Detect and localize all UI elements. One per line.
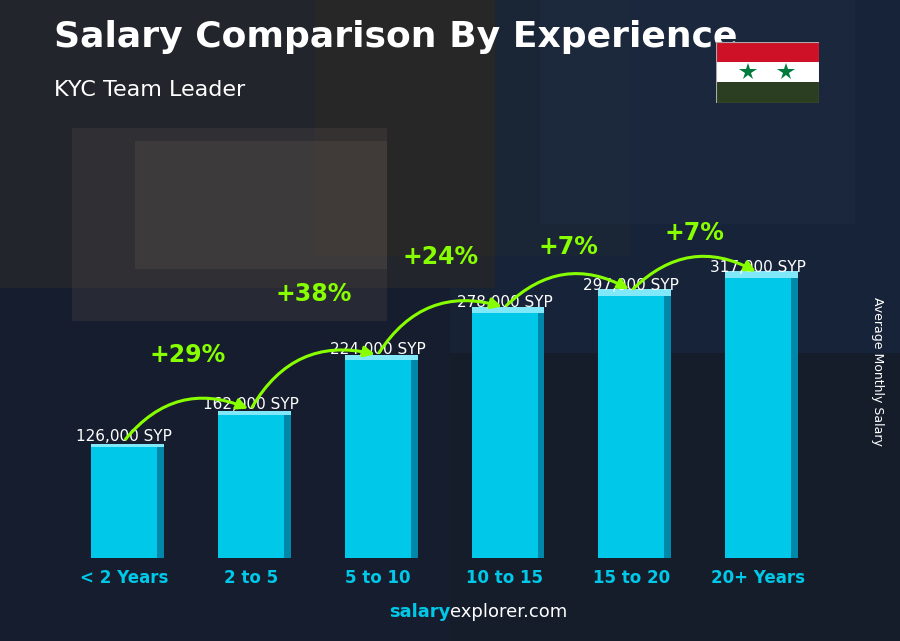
Bar xyxy=(91,444,164,447)
Bar xyxy=(472,306,544,313)
Bar xyxy=(284,415,291,558)
Text: +38%: +38% xyxy=(276,281,352,306)
Text: 162,000 SYP: 162,000 SYP xyxy=(202,397,299,412)
Text: 126,000 SYP: 126,000 SYP xyxy=(76,429,172,444)
Text: 224,000 SYP: 224,000 SYP xyxy=(329,342,426,358)
Text: salary: salary xyxy=(389,603,450,621)
Bar xyxy=(472,313,537,558)
FancyBboxPatch shape xyxy=(0,288,450,641)
Text: +7%: +7% xyxy=(538,235,598,259)
Bar xyxy=(716,42,819,62)
FancyBboxPatch shape xyxy=(495,0,900,353)
FancyBboxPatch shape xyxy=(0,0,495,288)
Text: +24%: +24% xyxy=(403,245,479,269)
Text: explorer.com: explorer.com xyxy=(450,603,567,621)
Bar xyxy=(410,360,418,558)
Bar xyxy=(598,296,664,558)
FancyBboxPatch shape xyxy=(135,141,387,269)
Text: +7%: +7% xyxy=(665,221,725,245)
Bar xyxy=(218,415,284,558)
Text: Average Monthly Salary: Average Monthly Salary xyxy=(871,297,884,446)
Bar xyxy=(537,313,544,558)
Bar xyxy=(157,447,164,558)
Bar xyxy=(725,271,798,278)
Text: +29%: +29% xyxy=(149,344,225,367)
Bar xyxy=(345,355,418,360)
Bar xyxy=(725,278,791,558)
Bar xyxy=(664,296,671,558)
FancyBboxPatch shape xyxy=(540,0,855,224)
Bar xyxy=(345,360,410,558)
Bar xyxy=(218,412,291,415)
Bar xyxy=(598,289,671,296)
Bar xyxy=(716,62,819,82)
Bar xyxy=(791,278,798,558)
FancyBboxPatch shape xyxy=(450,353,900,641)
Bar xyxy=(716,82,819,103)
Text: Salary Comparison By Experience: Salary Comparison By Experience xyxy=(54,21,737,54)
Text: KYC Team Leader: KYC Team Leader xyxy=(54,80,245,100)
Text: 317,000 SYP: 317,000 SYP xyxy=(710,260,806,276)
Text: 278,000 SYP: 278,000 SYP xyxy=(456,295,553,310)
FancyBboxPatch shape xyxy=(72,128,387,320)
Bar xyxy=(91,447,157,558)
Text: 297,000 SYP: 297,000 SYP xyxy=(583,278,680,293)
FancyBboxPatch shape xyxy=(315,0,630,256)
